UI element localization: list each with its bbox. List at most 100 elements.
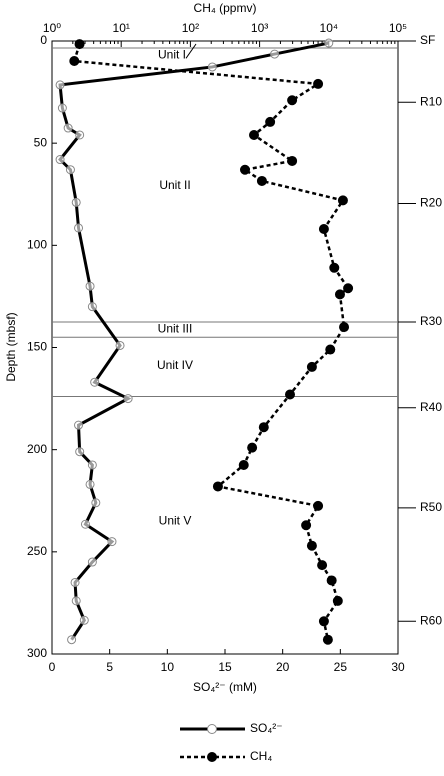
series-marker — [249, 129, 260, 140]
core-label: R20 — [420, 196, 442, 210]
unit-label: Unit II — [159, 178, 190, 192]
series-marker — [285, 389, 296, 400]
series-marker — [326, 575, 337, 586]
x2-tick-label: 10³ — [251, 21, 268, 35]
y-tick-label: 50 — [34, 135, 48, 149]
series-marker — [318, 223, 329, 234]
series-line — [72, 43, 350, 640]
series-marker — [87, 302, 97, 312]
series-marker — [71, 197, 81, 207]
series-marker — [212, 481, 223, 492]
series-marker — [306, 361, 317, 372]
series-marker — [91, 498, 101, 508]
series-marker — [337, 195, 348, 206]
unit-label: Unit V — [159, 513, 192, 527]
x2-tick-label: 10⁵ — [389, 21, 407, 35]
series-marker — [80, 519, 90, 529]
x-axis-title: SO₄²⁻ (mM) — [193, 680, 257, 694]
x-tick-label: 0 — [49, 660, 56, 674]
x2-tick-label: 10⁴ — [320, 21, 339, 35]
series-marker — [287, 155, 298, 166]
series-marker — [75, 130, 85, 140]
series-marker — [85, 479, 95, 489]
series-marker — [322, 634, 333, 645]
series-marker — [87, 460, 97, 470]
x-tick-label: 25 — [334, 660, 348, 674]
core-label: R40 — [420, 400, 442, 414]
series-marker — [107, 537, 117, 547]
x-tick-label: 5 — [106, 660, 113, 674]
x-tick-label: 30 — [391, 660, 405, 674]
y-axis-title: Depth (mbsf) — [4, 312, 18, 381]
series-marker — [74, 223, 84, 233]
unit-leader — [185, 43, 197, 59]
series-marker — [306, 540, 317, 551]
unit-label: Unit III — [158, 321, 193, 335]
core-label: SF — [420, 33, 435, 47]
series-marker — [256, 175, 267, 186]
series-marker — [325, 344, 336, 355]
legend-label: SO₄²⁻ — [250, 721, 283, 735]
y-tick-label: 300 — [27, 646, 47, 660]
legend-marker — [207, 724, 217, 734]
series-marker — [63, 123, 73, 133]
x-tick-label: 15 — [218, 660, 232, 674]
series-marker — [75, 447, 85, 457]
series-marker — [74, 420, 84, 430]
series-marker — [55, 80, 65, 90]
core-label: R30 — [420, 314, 442, 328]
series-marker — [313, 500, 324, 511]
series-marker — [55, 155, 65, 165]
series-marker — [247, 442, 258, 453]
series-marker — [69, 56, 80, 67]
x2-tick-label: 10¹ — [113, 21, 130, 35]
series-marker — [74, 39, 85, 50]
series-marker — [318, 616, 329, 627]
series-marker — [258, 422, 269, 433]
series-line — [58, 41, 330, 641]
series-marker — [71, 596, 81, 606]
y-tick-label: 150 — [27, 340, 47, 354]
series-marker — [65, 165, 75, 175]
x2-tick-label: 10⁰ — [43, 21, 61, 35]
series-marker — [85, 281, 95, 291]
unit-label: Unit IV — [157, 358, 193, 372]
unit-label: Unit I — [158, 47, 186, 61]
series-marker — [334, 289, 345, 300]
y-tick-label: 250 — [27, 544, 47, 558]
series-marker — [207, 62, 217, 72]
y-tick-label: 0 — [40, 33, 47, 47]
series-marker — [239, 164, 250, 175]
series-marker — [57, 103, 67, 113]
x-tick-label: 10 — [161, 660, 175, 674]
series-marker — [79, 615, 89, 625]
core-label: R60 — [420, 613, 442, 627]
y-tick-label: 200 — [27, 442, 47, 456]
series-marker — [70, 577, 80, 587]
x2-axis-title: CH₄ (ppmv) — [194, 1, 257, 15]
series-marker — [287, 95, 298, 106]
plot-frame — [51, 40, 399, 655]
series-marker — [324, 38, 334, 48]
series-marker — [67, 635, 77, 645]
legend-marker — [207, 752, 217, 762]
series-marker — [238, 459, 249, 470]
legend-label: CH₄ — [250, 749, 272, 763]
series-marker — [317, 560, 328, 571]
series-marker — [343, 283, 354, 294]
x-tick-label: 20 — [276, 660, 290, 674]
series-marker — [123, 394, 133, 404]
y-tick-label: 100 — [27, 238, 47, 252]
series-marker — [265, 116, 276, 127]
series-marker — [329, 262, 340, 273]
series-marker — [332, 595, 343, 606]
series-marker — [115, 340, 125, 350]
series-marker — [339, 322, 350, 333]
core-label: R50 — [420, 500, 442, 514]
x2-tick-label: 10² — [182, 21, 199, 35]
series-marker — [87, 557, 97, 567]
core-label: R10 — [420, 94, 442, 108]
series-marker — [301, 520, 312, 531]
series-marker — [313, 78, 324, 89]
